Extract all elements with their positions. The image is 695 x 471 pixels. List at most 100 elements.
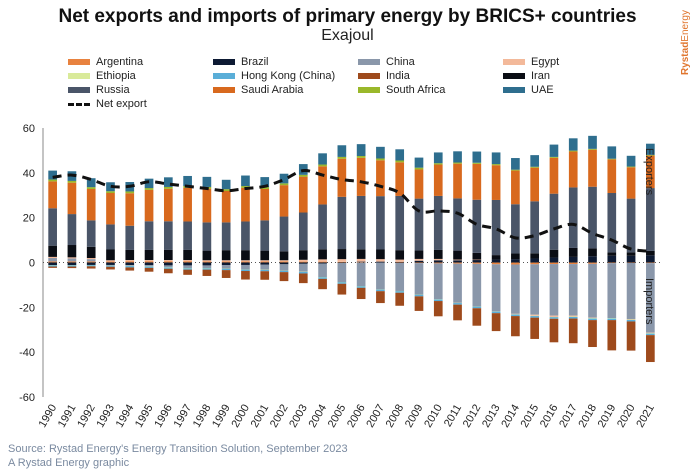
bar-segment-india xyxy=(472,308,482,326)
bar-segment-egypt xyxy=(67,257,77,259)
bar-segment-russia xyxy=(202,222,212,251)
bar-segment-china xyxy=(298,263,308,272)
bar-segment-egypt xyxy=(433,258,443,261)
bar-segment-iran xyxy=(453,250,462,260)
bar-segment-saudi-arabia xyxy=(183,187,192,222)
bar-segment-argentina xyxy=(202,261,212,263)
bar-segment-saudi-arabia xyxy=(568,151,578,188)
bar-segment-brazil xyxy=(48,262,57,266)
bar-segment-china xyxy=(183,265,192,269)
x-tick-label: 2005 xyxy=(326,403,349,430)
bar-segment-india xyxy=(163,268,173,274)
bar-segment-iran xyxy=(183,249,192,261)
legend-label: India xyxy=(386,70,410,82)
bar-segment-india xyxy=(337,283,347,295)
bar-segment-china xyxy=(241,264,250,270)
bar-segment-saudi-arabia xyxy=(472,163,482,200)
legend-swatch xyxy=(503,73,525,80)
legend-label: Russia xyxy=(96,84,130,96)
bar-segment-uae xyxy=(491,152,501,165)
bar-segment-saudi-arabia xyxy=(511,170,520,205)
bar-segment-uae xyxy=(260,177,270,188)
bar-segment-saudi-arabia xyxy=(607,159,617,194)
x-tick-label: 2017 xyxy=(557,403,580,430)
x-tick-label: 2016 xyxy=(538,403,561,430)
bar-segment-uae xyxy=(472,151,482,163)
bar-segment-argentina xyxy=(163,261,173,263)
bar-segment-south-africa xyxy=(144,188,154,190)
legend-item-hong-kong-china: Hong Kong (China) xyxy=(213,70,335,82)
bar-segment-saudi-arabia xyxy=(125,193,135,226)
bar-segment-south-africa xyxy=(337,156,347,159)
bar-segment-uae xyxy=(646,143,655,155)
bar-segment-brazil xyxy=(318,262,327,264)
bar-segment-russia xyxy=(260,220,270,251)
bar-segment-argentina xyxy=(279,261,289,263)
bar-segment-russia xyxy=(376,196,385,250)
y-tick-label: -20 xyxy=(19,302,35,314)
bar-segment-hong-kong-china xyxy=(511,314,520,317)
x-tick-label: 1991 xyxy=(56,403,79,430)
bar-segment-saudi-arabia xyxy=(163,188,173,222)
legend-item-ethiopia: Ethiopia xyxy=(68,70,136,82)
bar-segment-russia xyxy=(86,220,96,247)
bar-segment-egypt xyxy=(241,260,250,262)
bar-segment-russia xyxy=(511,204,520,254)
legend-swatch xyxy=(358,59,380,66)
bar-segment-saudi-arabia xyxy=(86,188,96,221)
y-tick-label: -60 xyxy=(19,392,35,404)
legend-item-argentina: Argentina xyxy=(68,56,143,68)
bar-segment-hong-kong-china xyxy=(106,265,115,267)
bar-segment-brazil xyxy=(260,262,270,265)
bar-segment-india xyxy=(86,266,96,269)
bar-segment-saudi-arabia xyxy=(318,166,327,205)
bar-segment-uae xyxy=(433,152,443,164)
chart-title: Net exports and imports of primary energ… xyxy=(58,6,637,27)
bar-segment-argentina xyxy=(453,262,462,264)
bar-segment-egypt xyxy=(511,313,520,315)
bar-segment-egypt xyxy=(298,259,308,262)
bar-segment-india xyxy=(607,320,617,351)
bar-segment-brazil xyxy=(298,262,308,264)
bar-segment-china xyxy=(395,262,405,291)
bar-segment-brazil xyxy=(106,262,115,265)
bar-segment-hong-kong-china xyxy=(549,317,559,319)
bar-segment-south-africa xyxy=(125,191,135,194)
bar-segment-egypt xyxy=(472,259,482,261)
bar-segment-south-africa xyxy=(279,183,289,186)
bar-segment-china xyxy=(279,264,289,271)
bar-segment-hong-kong-china xyxy=(241,269,250,272)
x-tick-label: 1995 xyxy=(133,403,156,430)
bar-segment-iran xyxy=(395,250,405,260)
x-tick-label: 2020 xyxy=(615,403,638,430)
bar-segment-hong-kong-china xyxy=(279,270,289,273)
bar-segment-south-africa xyxy=(298,174,308,177)
bar-segment-china xyxy=(260,264,270,270)
legend-label: China xyxy=(386,56,415,68)
bar-segment-egypt xyxy=(86,258,96,260)
exporters-label: Exporters xyxy=(643,148,655,196)
bar-segment-iran xyxy=(607,252,617,256)
bar-segment-india xyxy=(202,269,212,276)
bar-segment-south-africa xyxy=(260,187,270,189)
x-tick-label: 2021 xyxy=(634,403,657,430)
bar-segment-hong-kong-china xyxy=(86,265,96,267)
bar-segment-saudi-arabia xyxy=(356,157,366,196)
bar-segment-egypt xyxy=(376,259,385,262)
bar-segment-china xyxy=(48,258,57,262)
bar-segment-hong-kong-china xyxy=(221,268,231,271)
bar-segment-south-africa xyxy=(376,158,385,161)
bar-segment-india xyxy=(318,278,327,290)
bar-segment-south-africa xyxy=(511,169,520,171)
bar-segment-india xyxy=(183,269,192,275)
bar-segment-brazil xyxy=(491,259,501,263)
x-tick-label: 2003 xyxy=(287,403,310,430)
bar-segment-egypt xyxy=(549,315,559,317)
bar-segment-saudi-arabia xyxy=(337,158,347,197)
bar-segment-brazil xyxy=(626,255,636,263)
legend-swatch xyxy=(503,59,525,66)
bar-segment-south-africa xyxy=(530,166,540,168)
bar-segment-uae xyxy=(626,155,636,167)
bar-segment-india xyxy=(549,318,559,343)
bar-segment-russia xyxy=(588,186,597,249)
